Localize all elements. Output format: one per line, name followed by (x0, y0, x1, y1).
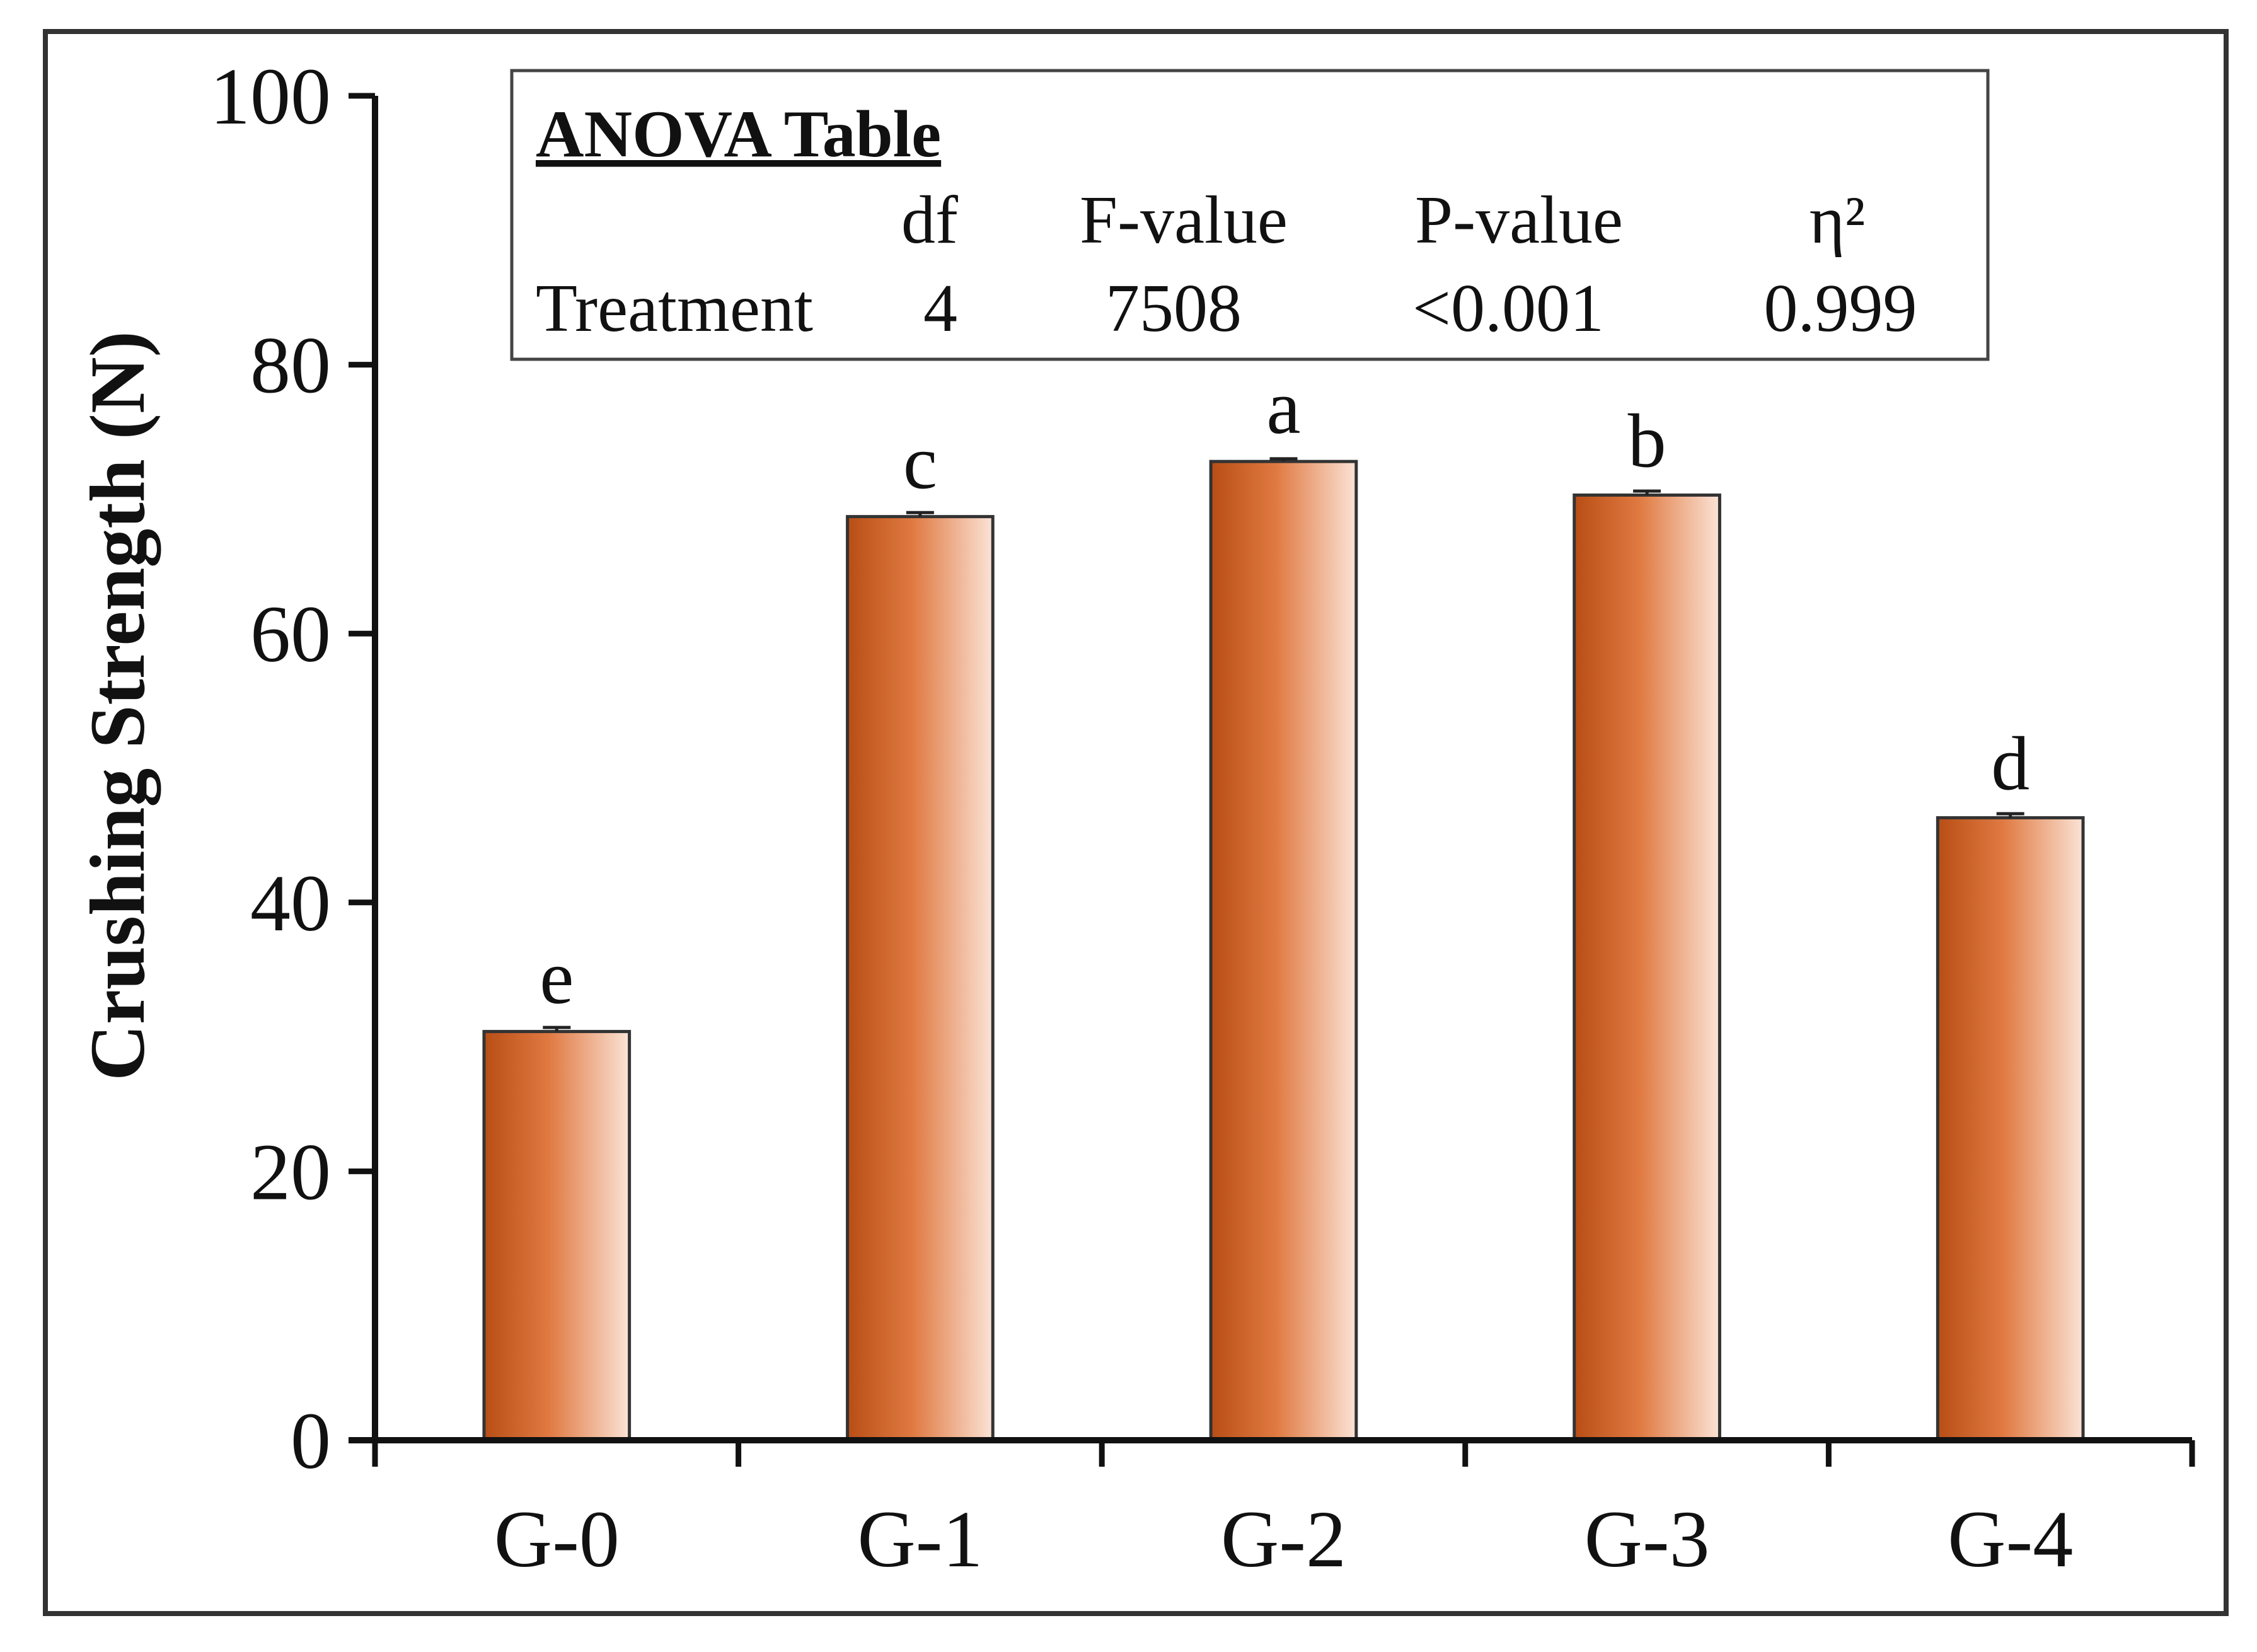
x-category-label: G-4 (1948, 1494, 2073, 1584)
y-tick-label: 60 (250, 589, 331, 679)
axes (349, 96, 2192, 1443)
bar-series: e c a b d (482, 365, 2085, 1442)
bar-g-2 (1209, 459, 1358, 1442)
x-category-label: G-3 (1585, 1494, 1710, 1584)
anova-title: ANOVA Table (536, 97, 941, 171)
y-tick-label: 20 (250, 1127, 331, 1216)
y-tick-label: 0 (291, 1396, 331, 1486)
significance-letter: a (1266, 365, 1300, 450)
anova-header-eta-squared: η² (1810, 183, 1866, 258)
bar-g-3 (1573, 494, 1721, 1442)
y-tick-label: 40 (250, 858, 331, 948)
significance-letter: d (1991, 721, 2029, 806)
anova-row-label: Treatment (536, 271, 813, 346)
anova-header-f-value: F-value (1080, 183, 1288, 258)
significance-letter: e (540, 935, 574, 1020)
x-category-label: G-2 (1221, 1494, 1346, 1584)
bar-g-1 (846, 515, 995, 1442)
anova-df-value: 4 (923, 271, 957, 346)
anova-eta-squared-value: 0.999 (1764, 271, 1917, 346)
x-category-label: G-0 (494, 1494, 620, 1584)
y-axis-ticks: 0 20 40 60 80 100 (210, 52, 375, 1486)
x-category-label: G-1 (857, 1494, 983, 1584)
anova-p-value: <0.001 (1412, 271, 1604, 346)
x-axis-ticks: G-0 G-1 G-2 G-3 G-4 (372, 1440, 2195, 1584)
significance-letter: c (903, 420, 937, 505)
anova-header-df: df (901, 183, 958, 258)
anova-table: ANOVA Table df F-value P-value η² Treatm… (510, 69, 1990, 361)
y-tick-label: 100 (210, 52, 331, 141)
bar-g-4 (1936, 816, 2085, 1442)
anova-f-value: 7508 (1105, 271, 1242, 346)
anova-header-p-value: P-value (1415, 183, 1623, 258)
anova-table-border (510, 69, 1990, 361)
y-axis-title: Crushing Strength (N) (74, 331, 161, 1081)
bar-g-0 (482, 1030, 632, 1442)
y-tick-label: 80 (250, 321, 331, 410)
significance-letter: b (1628, 399, 1666, 484)
